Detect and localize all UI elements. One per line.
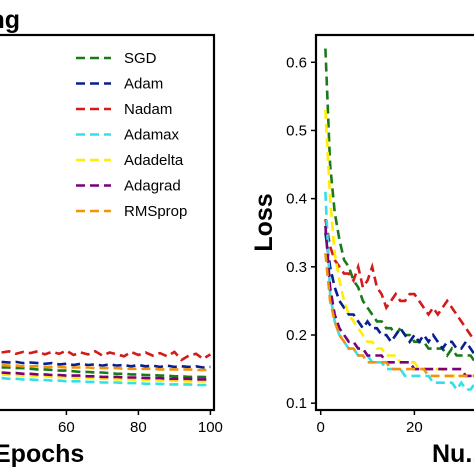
series-line-rmsprop [1,363,211,372]
y-tick-label: 0.2 [286,327,307,344]
y-tick-label: 0.1 [286,395,307,412]
series-line-nadam [1,349,212,362]
plot-frame [314,33,474,412]
legend-label-rmsprop: RMSprop [124,203,187,220]
x-axis-label: Epochs [0,440,84,468]
y-tick-label: 0.6 [286,54,307,71]
legend-label-sgd: SGD [124,50,157,67]
legend-label-adagrad: Adagrad [124,178,181,195]
series-line-adadelta [324,109,474,378]
chart-title: ...ng [0,6,20,34]
y-tick-label: 0.5 [286,122,307,139]
y-axis-label: Loss [250,193,278,251]
legend-label-adadelta: Adadelta [124,152,184,169]
x-tick-label: 0 [317,419,325,436]
series-line-adadelta [1,373,211,384]
series-line-sgd [1,366,211,379]
legend-label-adamax: Adamax [124,127,180,144]
series-line-adamax [1,376,211,387]
series-line-adam [1,360,211,369]
y-tick-label: 0.3 [286,259,307,276]
x-axis-label: Nu... [432,440,474,468]
legend-label-adam: Adam [124,76,163,93]
x-tick-label: 80 [130,419,147,436]
series-line-adagrad [1,371,211,381]
legend-label-nadam: Nadam [124,101,172,118]
series-line-adam [324,232,474,356]
series-line-sgd [324,48,474,363]
x-tick-label: 100 [198,419,223,436]
x-tick-label: 20 [406,419,423,436]
series-line-adagrad [324,225,474,378]
x-tick-label: 60 [58,419,75,436]
plot-frame [0,33,216,412]
right-chart-panel: 0 20 0.1 0.2 0.3 0.4 0.5 0.6 Nu... Loss [250,33,474,468]
series-line-rmsprop [324,253,474,378]
y-tick-label: 0.4 [286,191,307,208]
left-chart-panel: 60 80 100 Epochs ...ng SGD Adam Nadam Adamax Adad… [0,6,223,468]
series-line-nadam [324,218,474,343]
